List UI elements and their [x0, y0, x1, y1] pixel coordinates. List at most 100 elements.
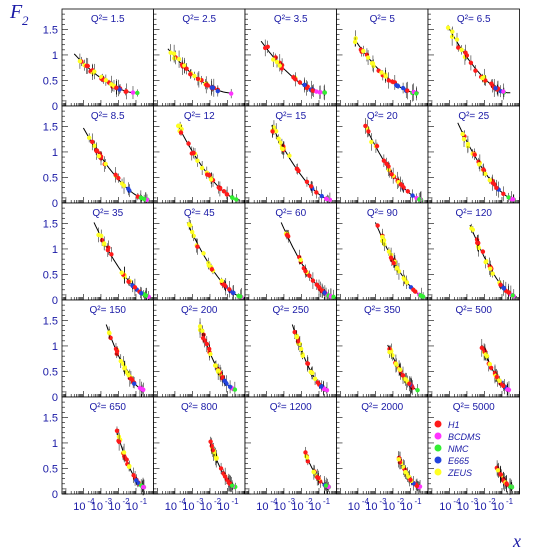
data-point [171, 51, 177, 56]
x-tick-label: 10 [108, 501, 120, 513]
data-point [501, 383, 506, 389]
data-point [389, 172, 394, 177]
data-point [488, 266, 493, 271]
legend-label: BCDMS [448, 432, 481, 442]
data-point [411, 287, 416, 293]
data-point [449, 34, 455, 40]
data-point [490, 271, 495, 276]
y-tick-label: 1.5 [43, 412, 58, 424]
legend-marker [434, 420, 442, 428]
data-point [302, 82, 307, 88]
data-point [113, 172, 118, 177]
data-point [387, 349, 392, 355]
data-point [366, 129, 371, 134]
x-tick-label: 10 [217, 501, 229, 513]
data-point [497, 378, 502, 383]
y-tick-label: 0 [52, 101, 58, 113]
data-point [94, 148, 100, 153]
data-point [487, 178, 492, 183]
data-point [314, 190, 319, 195]
data-point [369, 139, 374, 145]
data-point [473, 68, 478, 73]
data-point [510, 293, 515, 298]
data-point [186, 141, 191, 146]
data-point [114, 85, 119, 90]
data-point [404, 280, 410, 285]
data-point [322, 290, 327, 295]
y-axis-label-subscript: 2 [22, 13, 29, 28]
data-point [114, 349, 120, 354]
x-tick-exponent: -4 [362, 497, 370, 506]
panel: Q²= 60 [244, 202, 337, 305]
data-point [212, 363, 218, 368]
data-point [215, 88, 221, 94]
legend-marker [434, 432, 442, 440]
x-tick-exponent: -4 [270, 497, 278, 506]
data-point [192, 73, 197, 79]
panel-label: Q²= 12 [184, 111, 215, 122]
data-point [103, 161, 108, 167]
data-point [352, 39, 358, 45]
data-point [92, 69, 97, 74]
data-point [228, 91, 234, 96]
panel-frame [336, 396, 429, 495]
panel-label: Q²= 90 [367, 208, 398, 219]
panel: Q²= 350 [336, 299, 429, 398]
panel-label: Q²= 650 [90, 402, 127, 413]
legend-marker [434, 456, 442, 464]
panel-label: Q²= 350 [364, 305, 401, 316]
y-tick-label: 1.5 [43, 315, 58, 327]
data-point [209, 267, 215, 272]
data-point [77, 59, 83, 64]
legend-label: H1 [448, 420, 460, 430]
data-point [322, 90, 328, 95]
panel-label: Q²= 5000 [453, 402, 495, 413]
y-tick-label: 1.5 [43, 24, 58, 36]
data-point [232, 387, 238, 392]
data-point [215, 368, 221, 373]
data-point [131, 473, 136, 478]
data-point [178, 130, 184, 135]
panel-frame [153, 396, 246, 495]
data-point [140, 484, 146, 490]
data-point [386, 249, 392, 254]
data-point [214, 456, 219, 461]
data-point [134, 478, 139, 483]
legend-label: NMC [448, 444, 469, 454]
data-point [99, 233, 104, 239]
x-tick-label: 10 [291, 501, 303, 513]
data-point [314, 89, 319, 94]
data-point [456, 45, 461, 50]
data-point [297, 80, 303, 85]
y-tick-label: 1 [52, 244, 58, 256]
y-tick-label: 0.5 [43, 269, 58, 281]
data-point [206, 346, 212, 352]
data-point [323, 483, 329, 488]
panel-frame [336, 105, 429, 204]
data-point [208, 177, 214, 182]
data-point [380, 234, 385, 240]
data-point [294, 334, 299, 340]
x-tick-label: 10 [383, 501, 395, 513]
panel: Q²= 25 [427, 105, 520, 208]
x-tick-exponent: -1 [414, 497, 422, 506]
data-point [222, 378, 227, 383]
data-point [222, 474, 228, 479]
data-point [405, 88, 410, 93]
panel-frame [61, 396, 154, 495]
data-point [319, 384, 324, 389]
data-point [221, 189, 227, 194]
panel: Q²= 2.5 [153, 8, 246, 107]
data-point [122, 455, 128, 461]
data-point [319, 193, 324, 199]
data-point [416, 197, 422, 202]
data-point [224, 192, 230, 197]
data-point [143, 293, 148, 298]
x-tick-label: 10 [256, 501, 268, 513]
y-tick-label: 1 [52, 147, 58, 159]
data-point [487, 361, 492, 367]
data-point [506, 290, 511, 295]
panel: Q²= 8.5 0 0.5 1 1.5 [43, 105, 154, 210]
data-point [505, 387, 510, 392]
